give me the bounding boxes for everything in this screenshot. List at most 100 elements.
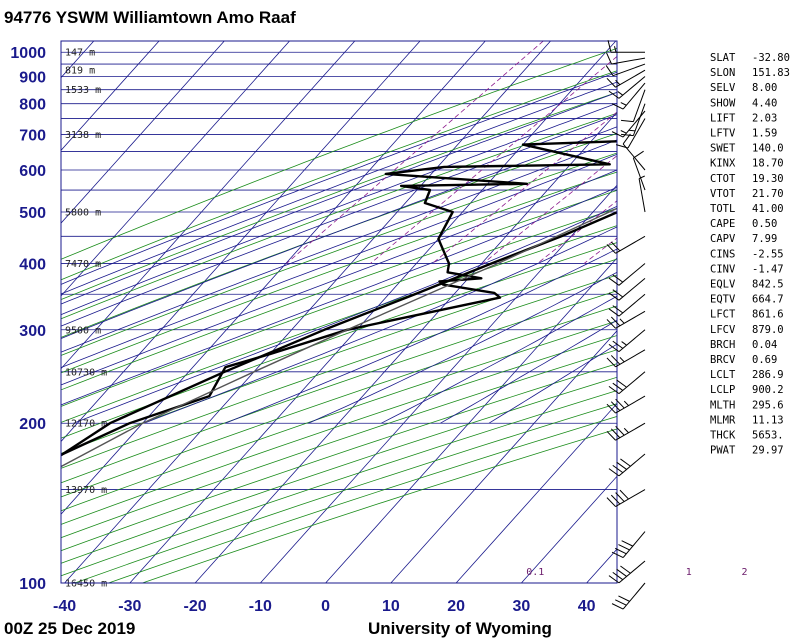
- wind-barb: [605, 63, 646, 77]
- wind-barb: [606, 422, 646, 441]
- moist-adiabat-line: [61, 126, 617, 339]
- dry-adiabat-line: [61, 349, 617, 539]
- index-value: 7.99: [752, 233, 777, 245]
- wind-barb: [606, 52, 646, 65]
- temperature-axis-labels: -40 -30 -20 -10 0 10 20 30 40: [53, 598, 596, 615]
- isotherm-line: [61, 41, 421, 443]
- pressure-tick-label: 900: [19, 70, 46, 87]
- index-value: -32.80: [752, 52, 790, 64]
- index-value: 664.7: [752, 294, 784, 306]
- moist-adiabat-line: [61, 102, 617, 316]
- index-value: -2.55: [752, 248, 784, 260]
- index-value: 21.70: [752, 188, 784, 200]
- isotherm-line: [455, 402, 617, 583]
- dewpoint-trace: [61, 140, 617, 457]
- height-label: 13970 m: [65, 485, 107, 496]
- index-value: 18.70: [752, 158, 784, 170]
- moist-adiabat-line: [61, 153, 617, 368]
- index-key: BRCH: [710, 339, 735, 351]
- dry-adiabat-line: [61, 47, 617, 260]
- dry-adiabat-line: [61, 363, 617, 552]
- sounding-traces: [61, 140, 617, 468]
- pressure-tick-label: 500: [19, 205, 46, 222]
- moist-adiabat-line: [143, 226, 617, 424]
- index-key: LCLP: [710, 384, 735, 396]
- isotherm-line: [390, 330, 617, 583]
- index-key: SWET: [710, 143, 736, 155]
- index-key: MLMR: [710, 414, 736, 426]
- moist-adiabat-line: [73, 205, 617, 424]
- mixing-ratio-label: 2: [741, 567, 747, 578]
- wind-barb: [608, 453, 646, 477]
- height-label: 7470 m: [65, 259, 101, 270]
- pressure-tick-label: 1000: [10, 45, 46, 62]
- temperature-tick-label: -40: [53, 598, 76, 615]
- moist-adiabat-line: [61, 114, 617, 327]
- footer-time: 00Z 25 Dec 2019: [4, 619, 135, 638]
- index-value: 140.0: [752, 143, 784, 155]
- wind-barb: [608, 560, 646, 584]
- pressure-tick-label: 700: [19, 127, 46, 144]
- moist-adiabat-line: [61, 81, 617, 295]
- isotherm-line: [61, 41, 95, 79]
- index-key: THCK: [710, 430, 736, 442]
- isotherm-line: [61, 41, 486, 515]
- wind-barb: [606, 349, 646, 368]
- wind-barb: [632, 150, 646, 191]
- wind-barb: [611, 82, 646, 110]
- dry-adiabat-line: [61, 335, 617, 525]
- wind-barb: [608, 263, 646, 286]
- height-label: 9500 m: [65, 325, 101, 336]
- wind-barb: [622, 133, 646, 171]
- mixing-ratio-label: 1: [686, 567, 692, 578]
- temperature-tick-label: 0: [321, 598, 330, 615]
- index-key: LIFT: [710, 112, 736, 124]
- isotherm-line: [61, 41, 290, 297]
- dry-adiabat-line: [61, 70, 617, 281]
- dry-adiabat-line: [61, 112, 617, 320]
- dry-adiabat-line: [61, 152, 617, 356]
- temperature-tick-label: 30: [512, 598, 530, 615]
- dry-adiabat-line: [61, 207, 617, 407]
- index-key: KINX: [710, 158, 736, 170]
- temperature-tick-label: 40: [578, 598, 596, 615]
- moist-adiabat-line: [61, 139, 617, 353]
- isotherm-line: [61, 41, 160, 151]
- temperature-tick-label: -20: [184, 598, 207, 615]
- index-key: LFCV: [710, 324, 736, 336]
- pressure-tick-label: 200: [19, 416, 46, 433]
- moist-adiabat-line: [61, 186, 617, 406]
- dry-adiabat-line: [61, 133, 617, 338]
- index-value: 295.6: [752, 399, 784, 411]
- footer-source: University of Wyoming: [368, 619, 552, 638]
- pressure-axis-labels: 100 200 300 400 500 600 700 800 900 1000: [10, 45, 46, 593]
- moist-adiabat-line: [440, 319, 617, 424]
- index-value: 2.03: [752, 112, 777, 124]
- stability-indices-panel: SLAT -32.80 SLON 151.83 SELV 8.00 SHOW 4.40 LIFT…: [710, 52, 790, 457]
- index-key: EQTV: [710, 294, 736, 306]
- index-value: 41.00: [752, 203, 784, 215]
- isotherm-line: [194, 111, 617, 583]
- mixing-ratio-line: [370, 55, 617, 264]
- index-key: CTOT: [710, 173, 736, 185]
- pressure-tick-label: 300: [19, 323, 46, 340]
- index-key: LCLT: [710, 369, 736, 381]
- wind-barb: [606, 395, 646, 414]
- dry-adiabat-line: [61, 189, 617, 391]
- index-key: VTOT: [710, 188, 736, 200]
- index-value: 0.69: [752, 354, 777, 366]
- wind-barb: [606, 69, 646, 88]
- index-value: 1.59: [752, 128, 777, 140]
- index-key: CINS: [710, 248, 735, 260]
- wind-barb: [621, 103, 646, 137]
- mixing-ratio-line: [286, 41, 544, 264]
- dry-adiabat-line: [61, 91, 617, 301]
- temperature-tick-label: 20: [447, 598, 465, 615]
- height-labels: 16450 m 13970 m 12170 m 10730 m 9500 m 7470 m…: [65, 48, 107, 590]
- wind-barb: [608, 329, 646, 353]
- height-label: 10730 m: [65, 367, 107, 378]
- dry-adiabat-line: [61, 258, 617, 454]
- temperature-tick-label: 10: [382, 598, 400, 615]
- pressure-tick-label: 100: [19, 576, 46, 593]
